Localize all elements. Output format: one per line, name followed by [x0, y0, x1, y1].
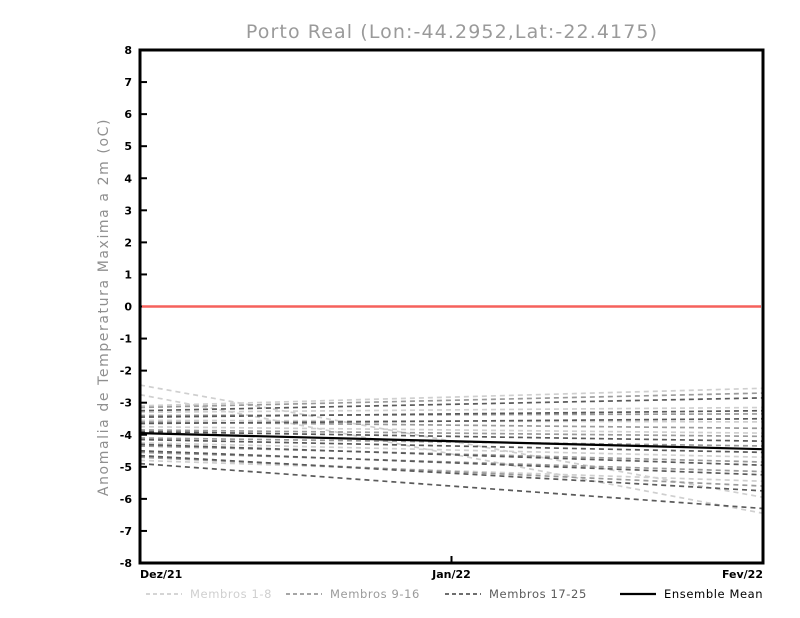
series-line [140, 392, 763, 409]
series-line [140, 397, 763, 412]
y-tick-label: -6 [120, 493, 133, 506]
legend-label: Membros 9-16 [330, 587, 420, 601]
y-tick-label: 0 [124, 301, 132, 314]
y-tick-label: -5 [120, 461, 132, 474]
series-line [140, 441, 763, 459]
x-tick-label: Fev/22 [722, 568, 763, 581]
series-line [140, 437, 763, 447]
y-tick-label: 1 [124, 268, 132, 281]
series-line [140, 419, 763, 423]
y-tick-label: 2 [124, 236, 132, 249]
plot-frame [138, 48, 765, 565]
y-tick-label: 7 [124, 76, 132, 89]
y-axis-label: Anomalia de Temperatura Maxima a 2m (oC) [96, 118, 112, 496]
x-tick-label: Dez/21 [140, 568, 182, 581]
x-axis-ticks: Dez/21 Jan/22 Fev/22 [140, 556, 763, 581]
y-tick-label: -4 [120, 429, 133, 442]
series-line [140, 432, 763, 451]
y-tick-label: 4 [124, 172, 132, 185]
y-tick-label: -8 [120, 557, 132, 570]
series-line [140, 429, 763, 438]
y-tick-label: -1 [120, 333, 132, 346]
chart-title: Porto Real (Lon:-44.2952,Lat:-22.4175) [246, 21, 658, 43]
chart-legend: Membros 1-8 Membros 9-16 Membros 17-25 Ense… [146, 587, 763, 601]
y-tick-label: -2 [120, 365, 132, 378]
legend-label: Ensemble Mean [664, 587, 763, 601]
series-line [140, 387, 763, 407]
series-line [140, 417, 763, 425]
y-tick-label: 3 [124, 204, 132, 217]
series-line [140, 409, 763, 418]
series-line [140, 430, 763, 443]
y-tick-label: 5 [124, 140, 132, 153]
y-axis-ticks: 8 7 6 5 4 3 2 1 0 -1 -2 -3 -4 -5 -6 -7 -8 [120, 44, 147, 570]
series-lines [140, 384, 763, 515]
y-tick-label: -7 [120, 525, 132, 538]
y-tick-label: 8 [124, 44, 132, 57]
series-line [140, 406, 763, 414]
series-line [140, 438, 763, 454]
series-line [140, 449, 763, 476]
legend-label: Membros 1-8 [190, 587, 272, 601]
series-line [140, 456, 763, 487]
series-line [140, 443, 763, 467]
x-tick-label: Jan/22 [431, 568, 471, 581]
series-line [140, 454, 763, 492]
legend-label: Membros 17-25 [489, 587, 587, 601]
series-line [140, 459, 763, 483]
series-line [140, 425, 763, 434]
y-tick-label: 6 [124, 108, 132, 121]
y-tick-label: -3 [120, 397, 132, 410]
series-line [140, 393, 763, 515]
